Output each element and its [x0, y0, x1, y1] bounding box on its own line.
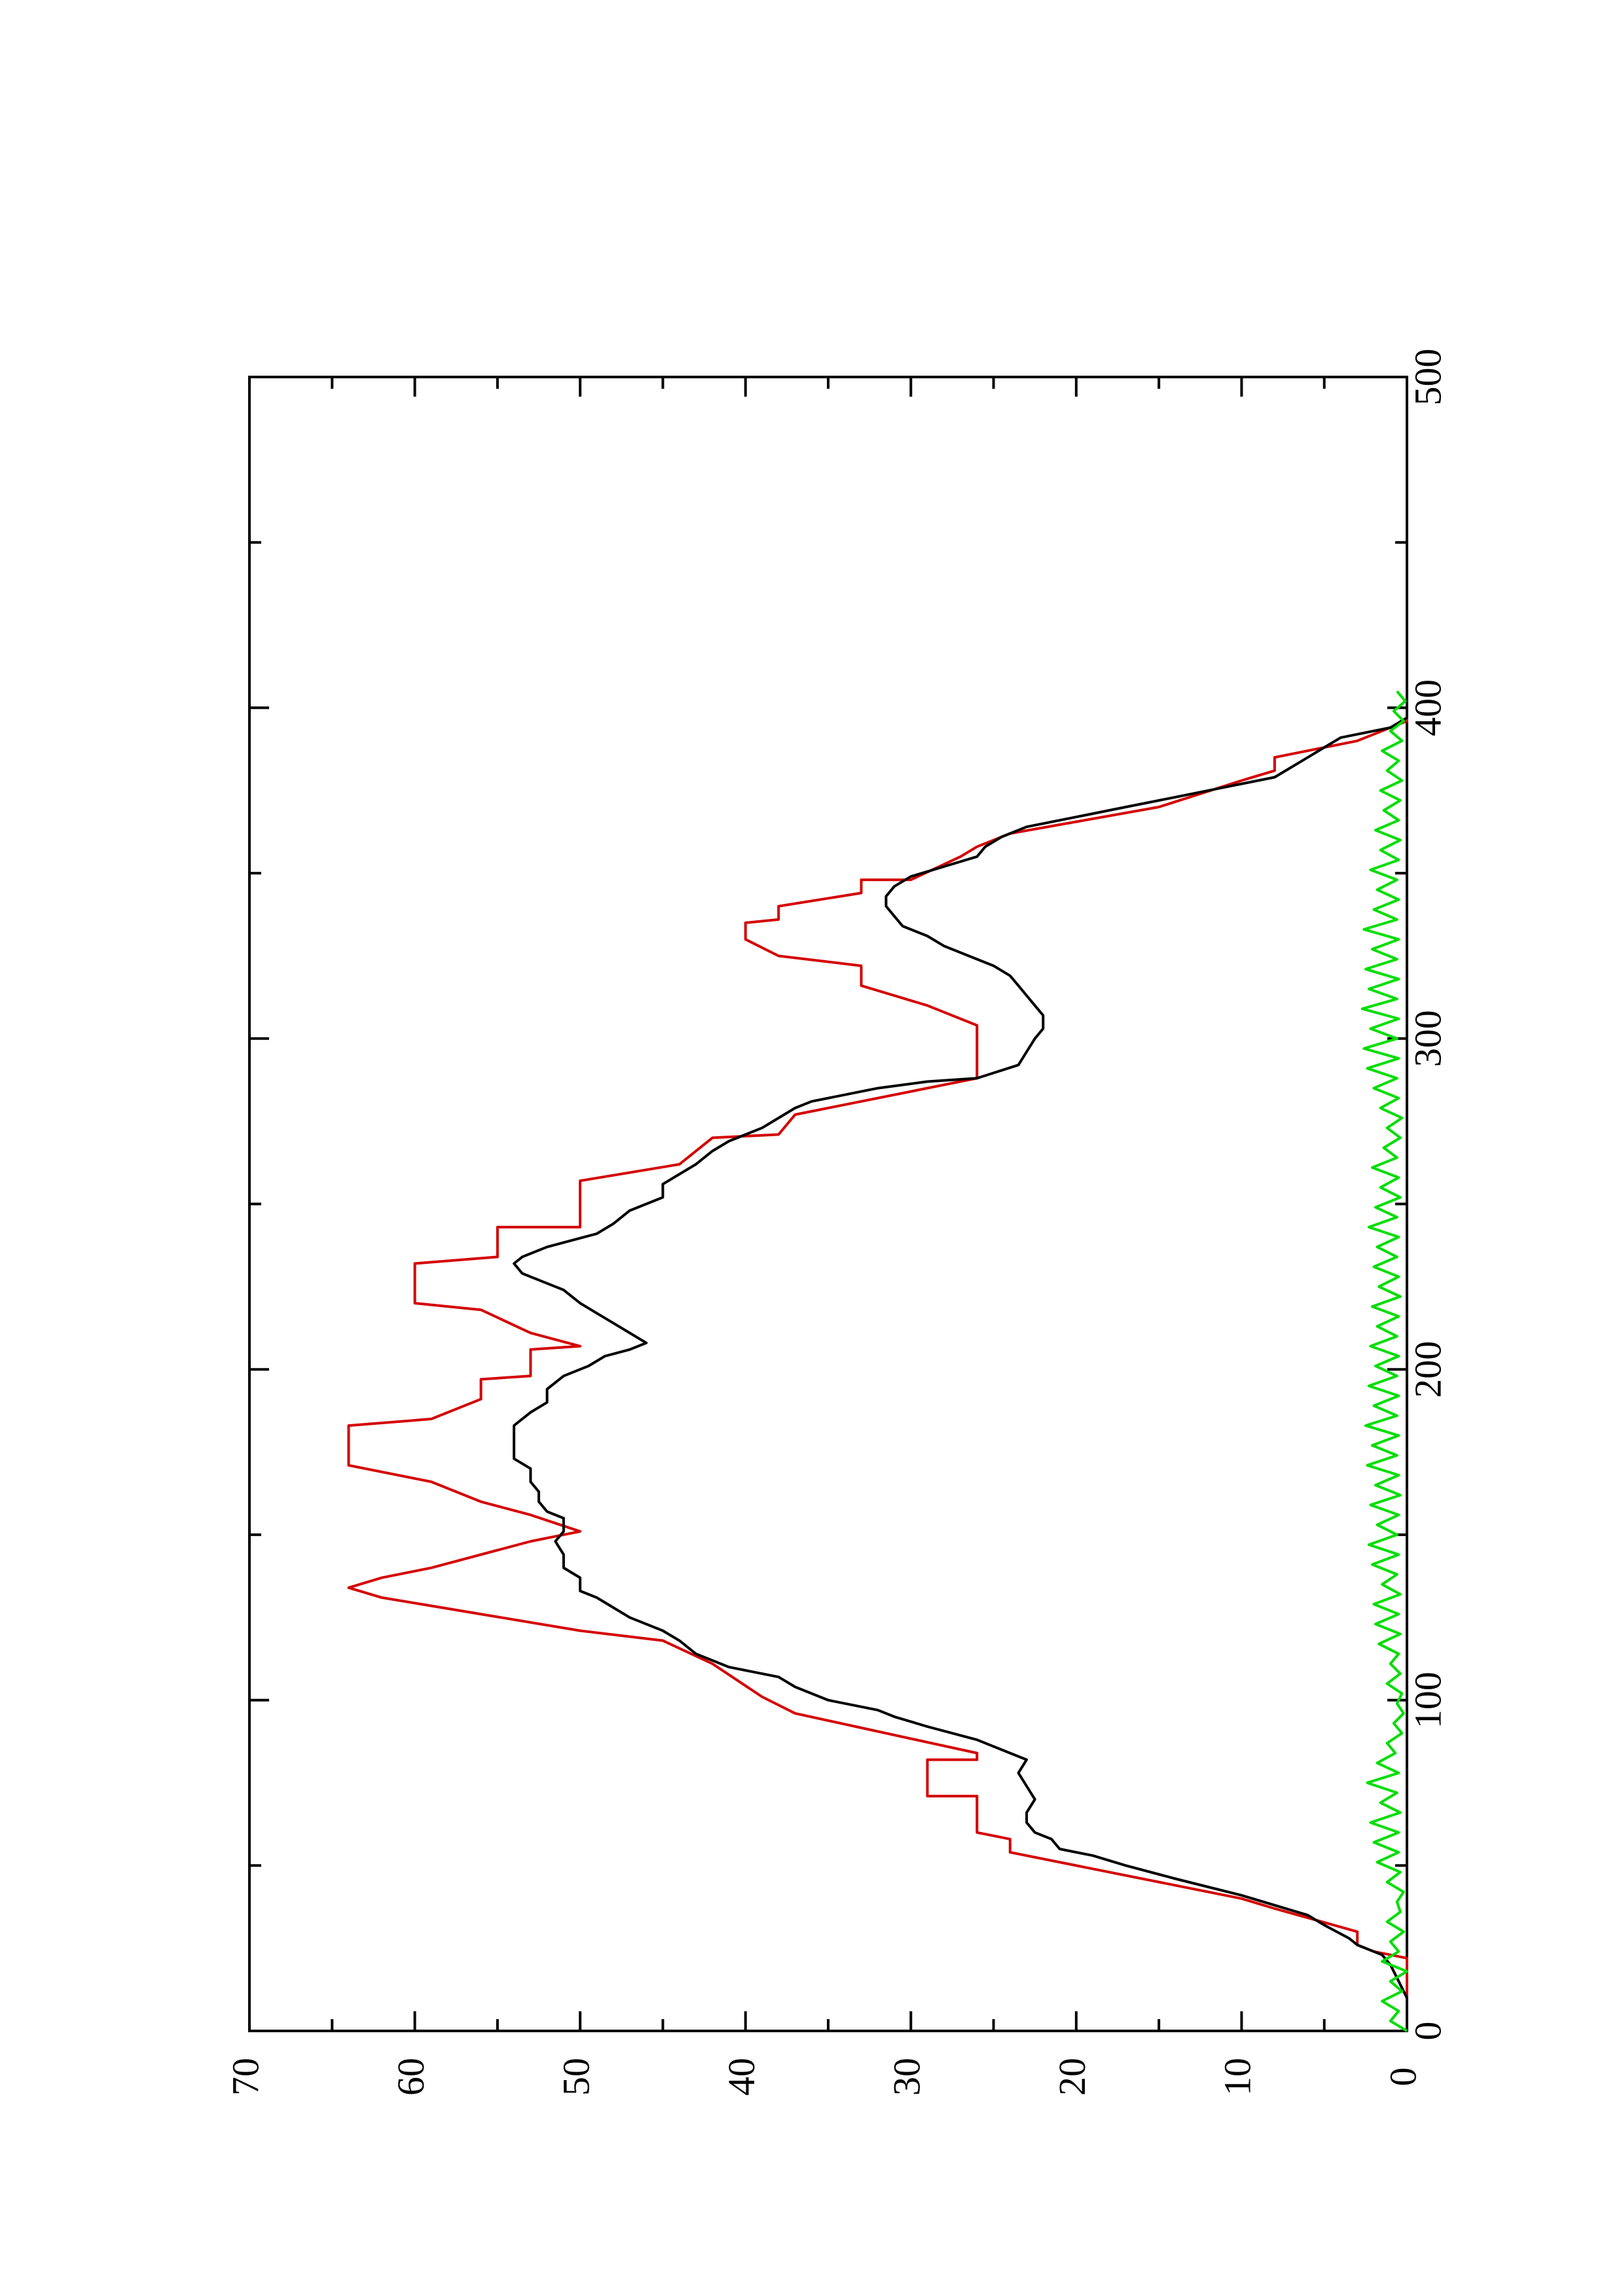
x-tick-label: 400: [1406, 679, 1449, 736]
series-layer: [347, 690, 1408, 2032]
y-tick-label: 10: [1216, 2058, 1259, 2096]
x-tick-label: 300: [1406, 1010, 1449, 1067]
y-tick-label: 20: [1051, 2058, 1093, 2096]
y-tick-label: 30: [886, 2058, 928, 2096]
y-tick-label: 0: [1381, 2068, 1424, 2087]
series-line-1: [347, 691, 1408, 2031]
y-tick-label: 70: [224, 2058, 266, 2096]
ticks: [248, 376, 1408, 2032]
y-tick-label: 50: [555, 2058, 597, 2096]
series-line-2: [513, 691, 1408, 2031]
x-tick-label: 100: [1406, 1672, 1449, 1729]
y-tick-label: 60: [390, 2058, 432, 2096]
y-tick-label: 40: [720, 2058, 763, 2096]
plot-frame: [248, 376, 1408, 2032]
x-tick-label: 500: [1406, 349, 1449, 406]
series-line-3: [1360, 690, 1408, 2032]
x-tick-label: 200: [1406, 1341, 1449, 1398]
tick-labels: 0 100 200 300 400 500 0 10 20 30 40 50 60 70: [224, 349, 1449, 2096]
x-tick-label: 0: [1406, 2022, 1449, 2041]
